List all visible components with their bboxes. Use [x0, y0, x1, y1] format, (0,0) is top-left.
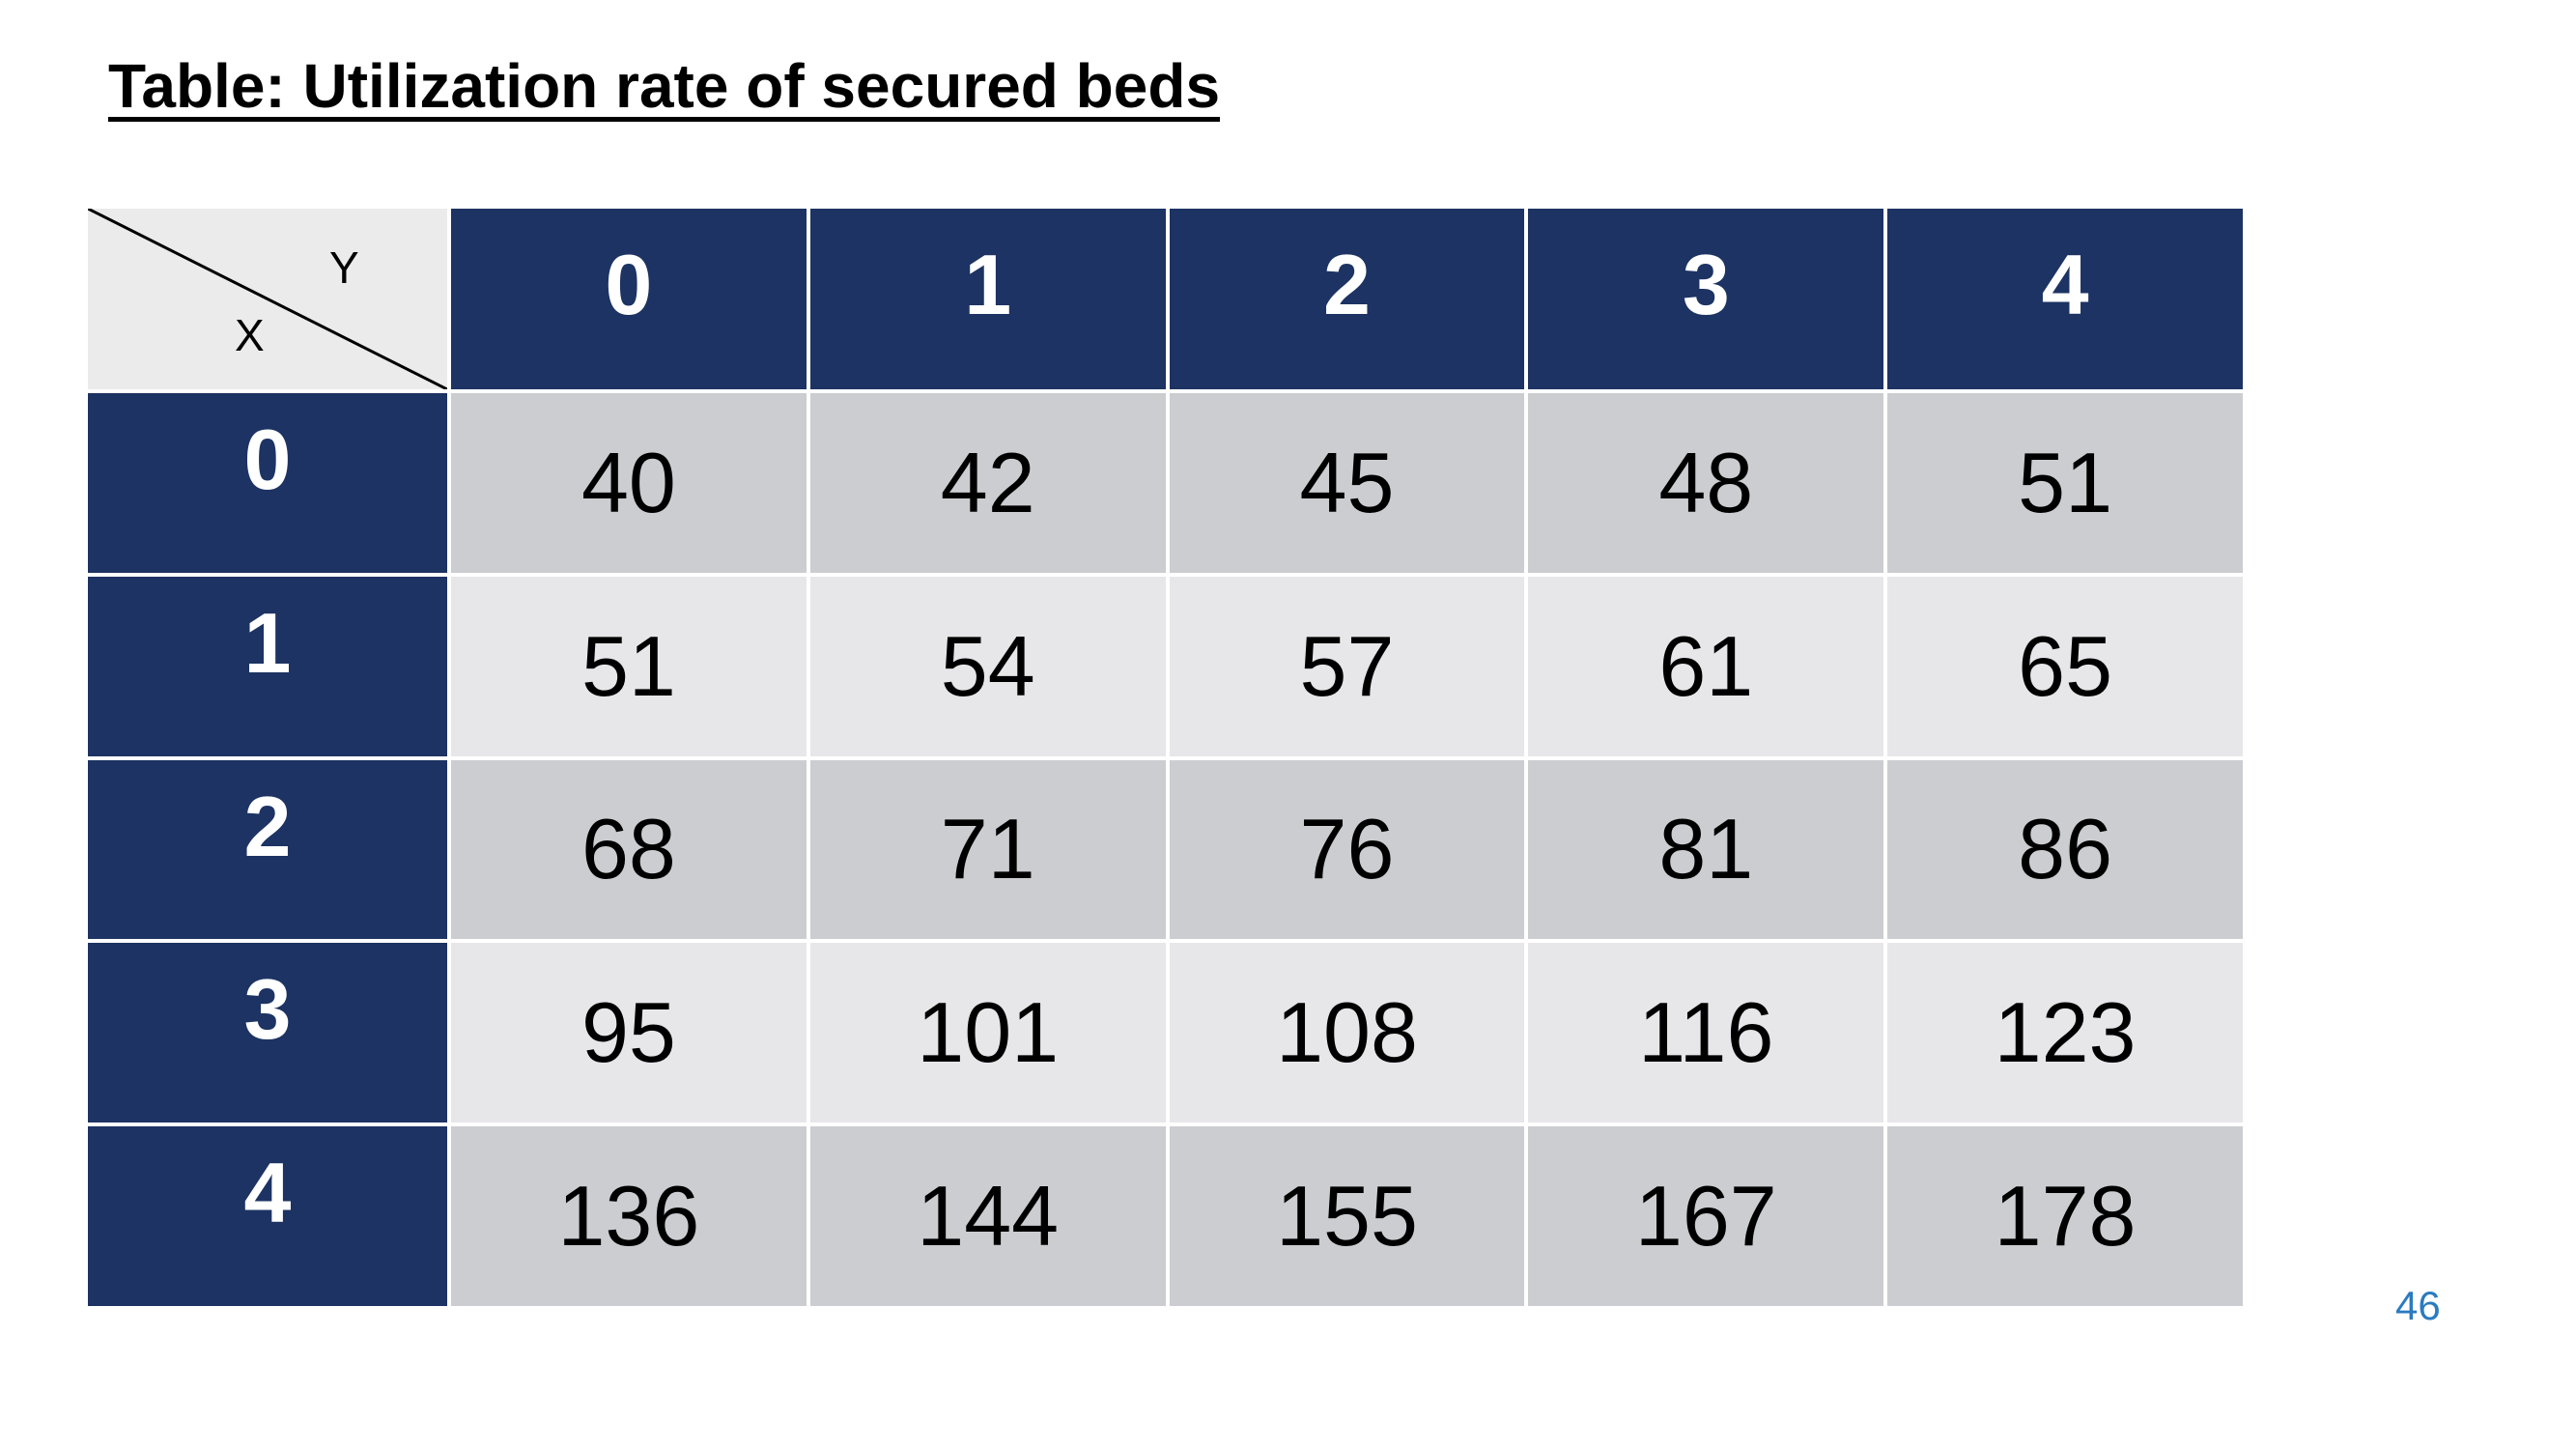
corner-diagonal-line — [88, 209, 447, 389]
column-header-3: 3 — [1528, 209, 1884, 389]
table-cell: 95 — [451, 943, 807, 1123]
table-cell: 144 — [809, 1126, 1166, 1306]
column-header-0: 0 — [451, 209, 807, 389]
table-cell: 54 — [809, 576, 1166, 756]
table-cell: 48 — [1528, 393, 1884, 573]
table-cell: 51 — [1887, 393, 2243, 573]
row-header-0: 0 — [88, 393, 447, 573]
page-title: Table: Utilization rate of secured beds — [108, 51, 1221, 121]
table-cell: 71 — [809, 759, 1166, 940]
table-cell: 167 — [1528, 1126, 1884, 1306]
table-cell: 57 — [1169, 576, 1525, 756]
table-corner-cell: Y X — [88, 209, 447, 389]
row-header-1: 1 — [88, 576, 447, 756]
column-header-2: 2 — [1169, 209, 1525, 389]
table-cell: 76 — [1169, 759, 1525, 940]
column-header-4: 4 — [1887, 209, 2243, 389]
table-cell: 136 — [451, 1126, 807, 1306]
row-header-3: 3 — [88, 943, 447, 1123]
table-cell: 81 — [1528, 759, 1884, 940]
table-cell: 65 — [1887, 576, 2243, 756]
row-header-2: 2 — [88, 759, 447, 940]
table-cell: 45 — [1169, 393, 1525, 573]
table-cell: 40 — [451, 393, 807, 573]
table-cell: 68 — [451, 759, 807, 940]
table-cell: 42 — [809, 393, 1166, 573]
table-cell: 116 — [1528, 943, 1884, 1123]
page-number: 46 — [2395, 1283, 2441, 1328]
table-cell: 108 — [1169, 943, 1525, 1123]
column-header-1: 1 — [809, 209, 1166, 389]
corner-y-label: Y — [329, 242, 359, 293]
row-header-4: 4 — [88, 1126, 447, 1306]
table-cell: 86 — [1887, 759, 2243, 940]
table-cell: 51 — [451, 576, 807, 756]
corner-x-label: X — [235, 310, 265, 360]
table-cell: 178 — [1887, 1126, 2243, 1306]
table-cell: 155 — [1169, 1126, 1525, 1306]
table-cell: 123 — [1887, 943, 2243, 1123]
utilization-table: Y X 0 1 2 3 4 0 40 42 45 48 51 1 51 54 5… — [88, 209, 2243, 1306]
table-cell: 61 — [1528, 576, 1884, 756]
table-cell: 101 — [809, 943, 1166, 1123]
